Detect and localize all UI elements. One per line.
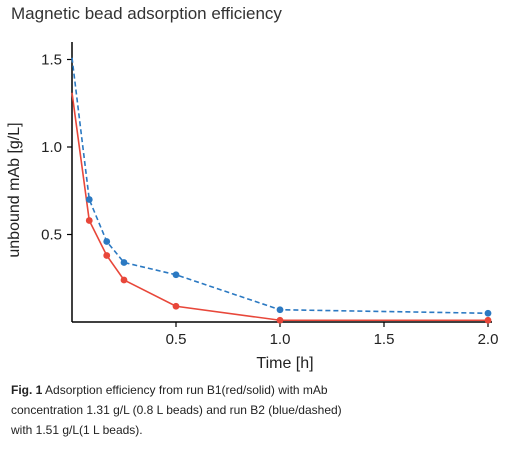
caption-line-2: concentration 1.31 g/L (0.8 L beads) and… bbox=[11, 403, 342, 417]
caption-line-3: with 1.51 g/L(1 L beads). bbox=[11, 423, 143, 437]
series-1-point bbox=[276, 316, 284, 324]
series-1-point bbox=[484, 316, 492, 324]
series-2-point bbox=[103, 238, 111, 245]
series-1-point bbox=[120, 276, 128, 284]
y-tick-label: 1.0 bbox=[41, 139, 62, 156]
x-axis-label: Time [h] bbox=[256, 355, 314, 372]
caption-text-1: Adsorption efficiency from run B1(red/so… bbox=[42, 383, 328, 397]
y-tick-label: 1.5 bbox=[41, 52, 62, 69]
series-2-point bbox=[172, 271, 180, 279]
series-line-1 bbox=[71, 92, 488, 322]
figure-caption: Fig. 1 Adsorption efficiency from run B1… bbox=[11, 380, 511, 440]
series-1-point bbox=[103, 252, 111, 259]
series-line-2 bbox=[71, 57, 489, 315]
series-1-point bbox=[172, 302, 180, 310]
x-tick-label: 0.5 bbox=[166, 331, 187, 348]
series-1-point bbox=[85, 217, 93, 224]
y-axis-label: unbound mAb [g/L] bbox=[6, 122, 23, 258]
x-tick-label: 1.5 bbox=[374, 331, 395, 348]
x-tick-label: 1.0 bbox=[270, 331, 291, 348]
series-2-point bbox=[120, 259, 128, 266]
series-2-point bbox=[85, 196, 93, 203]
series-2-point bbox=[276, 306, 284, 314]
y-tick-label: 0.5 bbox=[41, 227, 62, 244]
caption-figure-label: Fig. 1 bbox=[11, 383, 43, 397]
series-2-point bbox=[484, 309, 492, 317]
chart-title: Magnetic bead adsorption efficiency bbox=[11, 4, 282, 23]
chart-area: 0.5 1.0 1.5 2.0 0.5 1.0 1.5 bbox=[41, 42, 499, 348]
x-tick-label: 2.0 bbox=[478, 331, 499, 348]
caption-line-1: Fig. 1 Adsorption efficiency from run B1… bbox=[11, 380, 511, 400]
